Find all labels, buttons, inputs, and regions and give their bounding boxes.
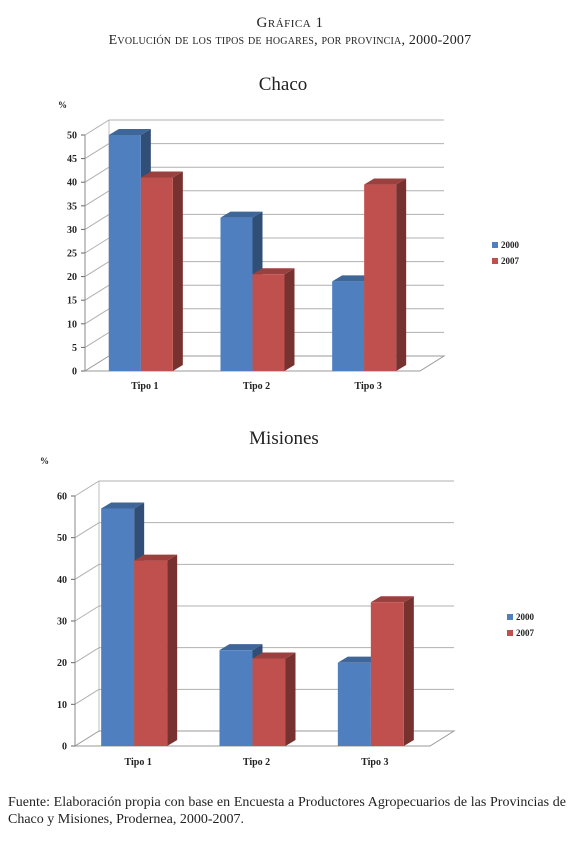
x-tick-label: Tipo 1 xyxy=(131,381,158,392)
bar-top xyxy=(108,129,151,135)
gridline-diagonal xyxy=(84,143,110,160)
gridline-diagonal xyxy=(74,688,100,705)
bar-top xyxy=(337,656,381,663)
bar-top xyxy=(140,171,183,178)
chart-misiones: Misiones% 0 10 20 30 40 50 60 Tipo 1 Tipo 2 Tipo 3… xyxy=(0,424,580,774)
gridline-diagonal xyxy=(74,522,100,539)
bar-chaco-tipo-1-2007 xyxy=(140,171,183,371)
gridline-diagonal xyxy=(74,605,100,622)
bar-misiones-tipo-2-2007 xyxy=(252,652,296,746)
bar-top xyxy=(252,652,296,659)
y-tick-label: 40 xyxy=(67,178,77,189)
legend-label-2007: 2007 xyxy=(501,256,520,266)
bar-front xyxy=(101,508,135,746)
bar-top xyxy=(134,554,178,561)
bar-misiones-tipo-1-2007 xyxy=(134,554,178,746)
bar-front xyxy=(252,658,286,746)
legend-swatch-2007 xyxy=(492,258,498,264)
y-tick-label: 40 xyxy=(57,575,67,586)
gridline-diagonal xyxy=(84,166,110,183)
gridline-diagonal xyxy=(84,119,110,136)
legend-swatch-2000 xyxy=(492,242,498,248)
bar-misiones-tipo-3-2007 xyxy=(370,596,414,746)
figure-label: Gráfica 1 xyxy=(256,15,324,31)
legend-swatch-2007 xyxy=(507,630,513,636)
y-tick-label: 50 xyxy=(67,131,77,142)
y-tick-label: 25 xyxy=(67,249,77,260)
x-tick-label: Tipo 2 xyxy=(243,757,270,768)
bar-front xyxy=(364,184,397,371)
gridline-diagonal xyxy=(84,190,110,207)
y-tick-label: 10 xyxy=(67,319,77,330)
legend-label-2007: 2007 xyxy=(516,628,535,638)
legend-label-2000: 2000 xyxy=(501,240,520,250)
y-tick-label: 20 xyxy=(57,658,67,669)
bar-top xyxy=(101,502,145,509)
gridline-diagonal xyxy=(74,647,100,664)
chart-chaco: Chaco% 0 5 10 15 20 25 30 35 40 45 50 Tipo 1 Tipo 2 Ti… xyxy=(0,70,580,410)
y-tick-label: 30 xyxy=(67,225,77,236)
legend-label-2000: 2000 xyxy=(516,612,535,622)
bar-front xyxy=(108,135,141,371)
legend-swatch-2000 xyxy=(507,614,513,620)
bar-chaco-tipo-3-2007 xyxy=(364,178,407,371)
y-tick-label: 5 xyxy=(72,343,77,354)
figure-title: Evolución de los tipos de hogares, por p… xyxy=(108,33,472,48)
y-axis-label-misiones: % xyxy=(40,456,49,466)
gridline-diagonal xyxy=(84,237,110,254)
x-tick-label: Tipo 3 xyxy=(354,381,381,392)
bar-front xyxy=(337,662,371,746)
bar-front xyxy=(140,177,173,371)
chart-title-misiones: Misiones xyxy=(249,428,319,449)
y-tick-label: 0 xyxy=(62,742,67,753)
bar-top xyxy=(220,211,263,218)
bar-side xyxy=(172,171,183,371)
bar-top xyxy=(364,178,407,185)
bar-front xyxy=(134,560,168,746)
y-tick-label: 20 xyxy=(67,272,77,283)
bar-top xyxy=(370,596,414,603)
y-tick-label: 15 xyxy=(67,296,77,307)
gridline-diagonal xyxy=(74,480,100,497)
x-tick-label: Tipo 2 xyxy=(243,381,270,392)
x-tick-label: Tipo 3 xyxy=(361,757,388,768)
gridline-diagonal xyxy=(84,308,110,325)
bar-front xyxy=(252,274,285,371)
y-tick-label: 45 xyxy=(67,154,77,165)
gridline-diagonal xyxy=(84,261,110,278)
bar-side xyxy=(285,652,296,746)
bar-chaco-tipo-2-2007 xyxy=(252,268,295,371)
y-tick-label: 35 xyxy=(67,201,77,212)
bar-front xyxy=(219,650,253,746)
chart-misiones-svg: Misiones% 0 10 20 30 40 50 60 Tipo 1 Tipo 2 Tipo 3… xyxy=(40,428,535,768)
chart-chaco-svg: Chaco% 0 5 10 15 20 25 30 35 40 45 50 Tipo 1 Tipo 2 Ti… xyxy=(58,74,520,392)
gridline-diagonal xyxy=(84,331,110,348)
gridline-diagonal xyxy=(84,213,110,230)
gridline-diagonal xyxy=(74,563,100,580)
gridline-diagonal xyxy=(84,284,110,301)
bar-side xyxy=(284,268,295,371)
bar-front xyxy=(370,602,404,746)
bar-front xyxy=(220,217,253,371)
y-tick-label: 50 xyxy=(57,533,67,544)
bar-side xyxy=(403,596,414,746)
bar-top xyxy=(332,275,375,282)
y-tick-label: 30 xyxy=(57,617,67,628)
chart-floor xyxy=(83,355,446,372)
bar-front xyxy=(332,281,365,371)
y-tick-label: 10 xyxy=(57,700,67,711)
y-tick-label: 0 xyxy=(72,367,77,378)
y-axis-label-chaco: % xyxy=(58,100,67,110)
bar-side xyxy=(396,178,407,371)
source-note: Fuente: Elaboración propia con base en E… xyxy=(8,795,566,827)
figure-header: Gráfica 1 Evolución de los tipos de hoga… xyxy=(0,14,580,50)
chart-title-chaco: Chaco xyxy=(259,74,308,95)
bar-side xyxy=(167,554,178,746)
chart-floor xyxy=(73,730,456,747)
y-tick-label: 60 xyxy=(57,492,67,503)
x-tick-label: Tipo 1 xyxy=(124,757,151,768)
bar-top xyxy=(252,268,295,275)
bar-top xyxy=(219,644,263,651)
